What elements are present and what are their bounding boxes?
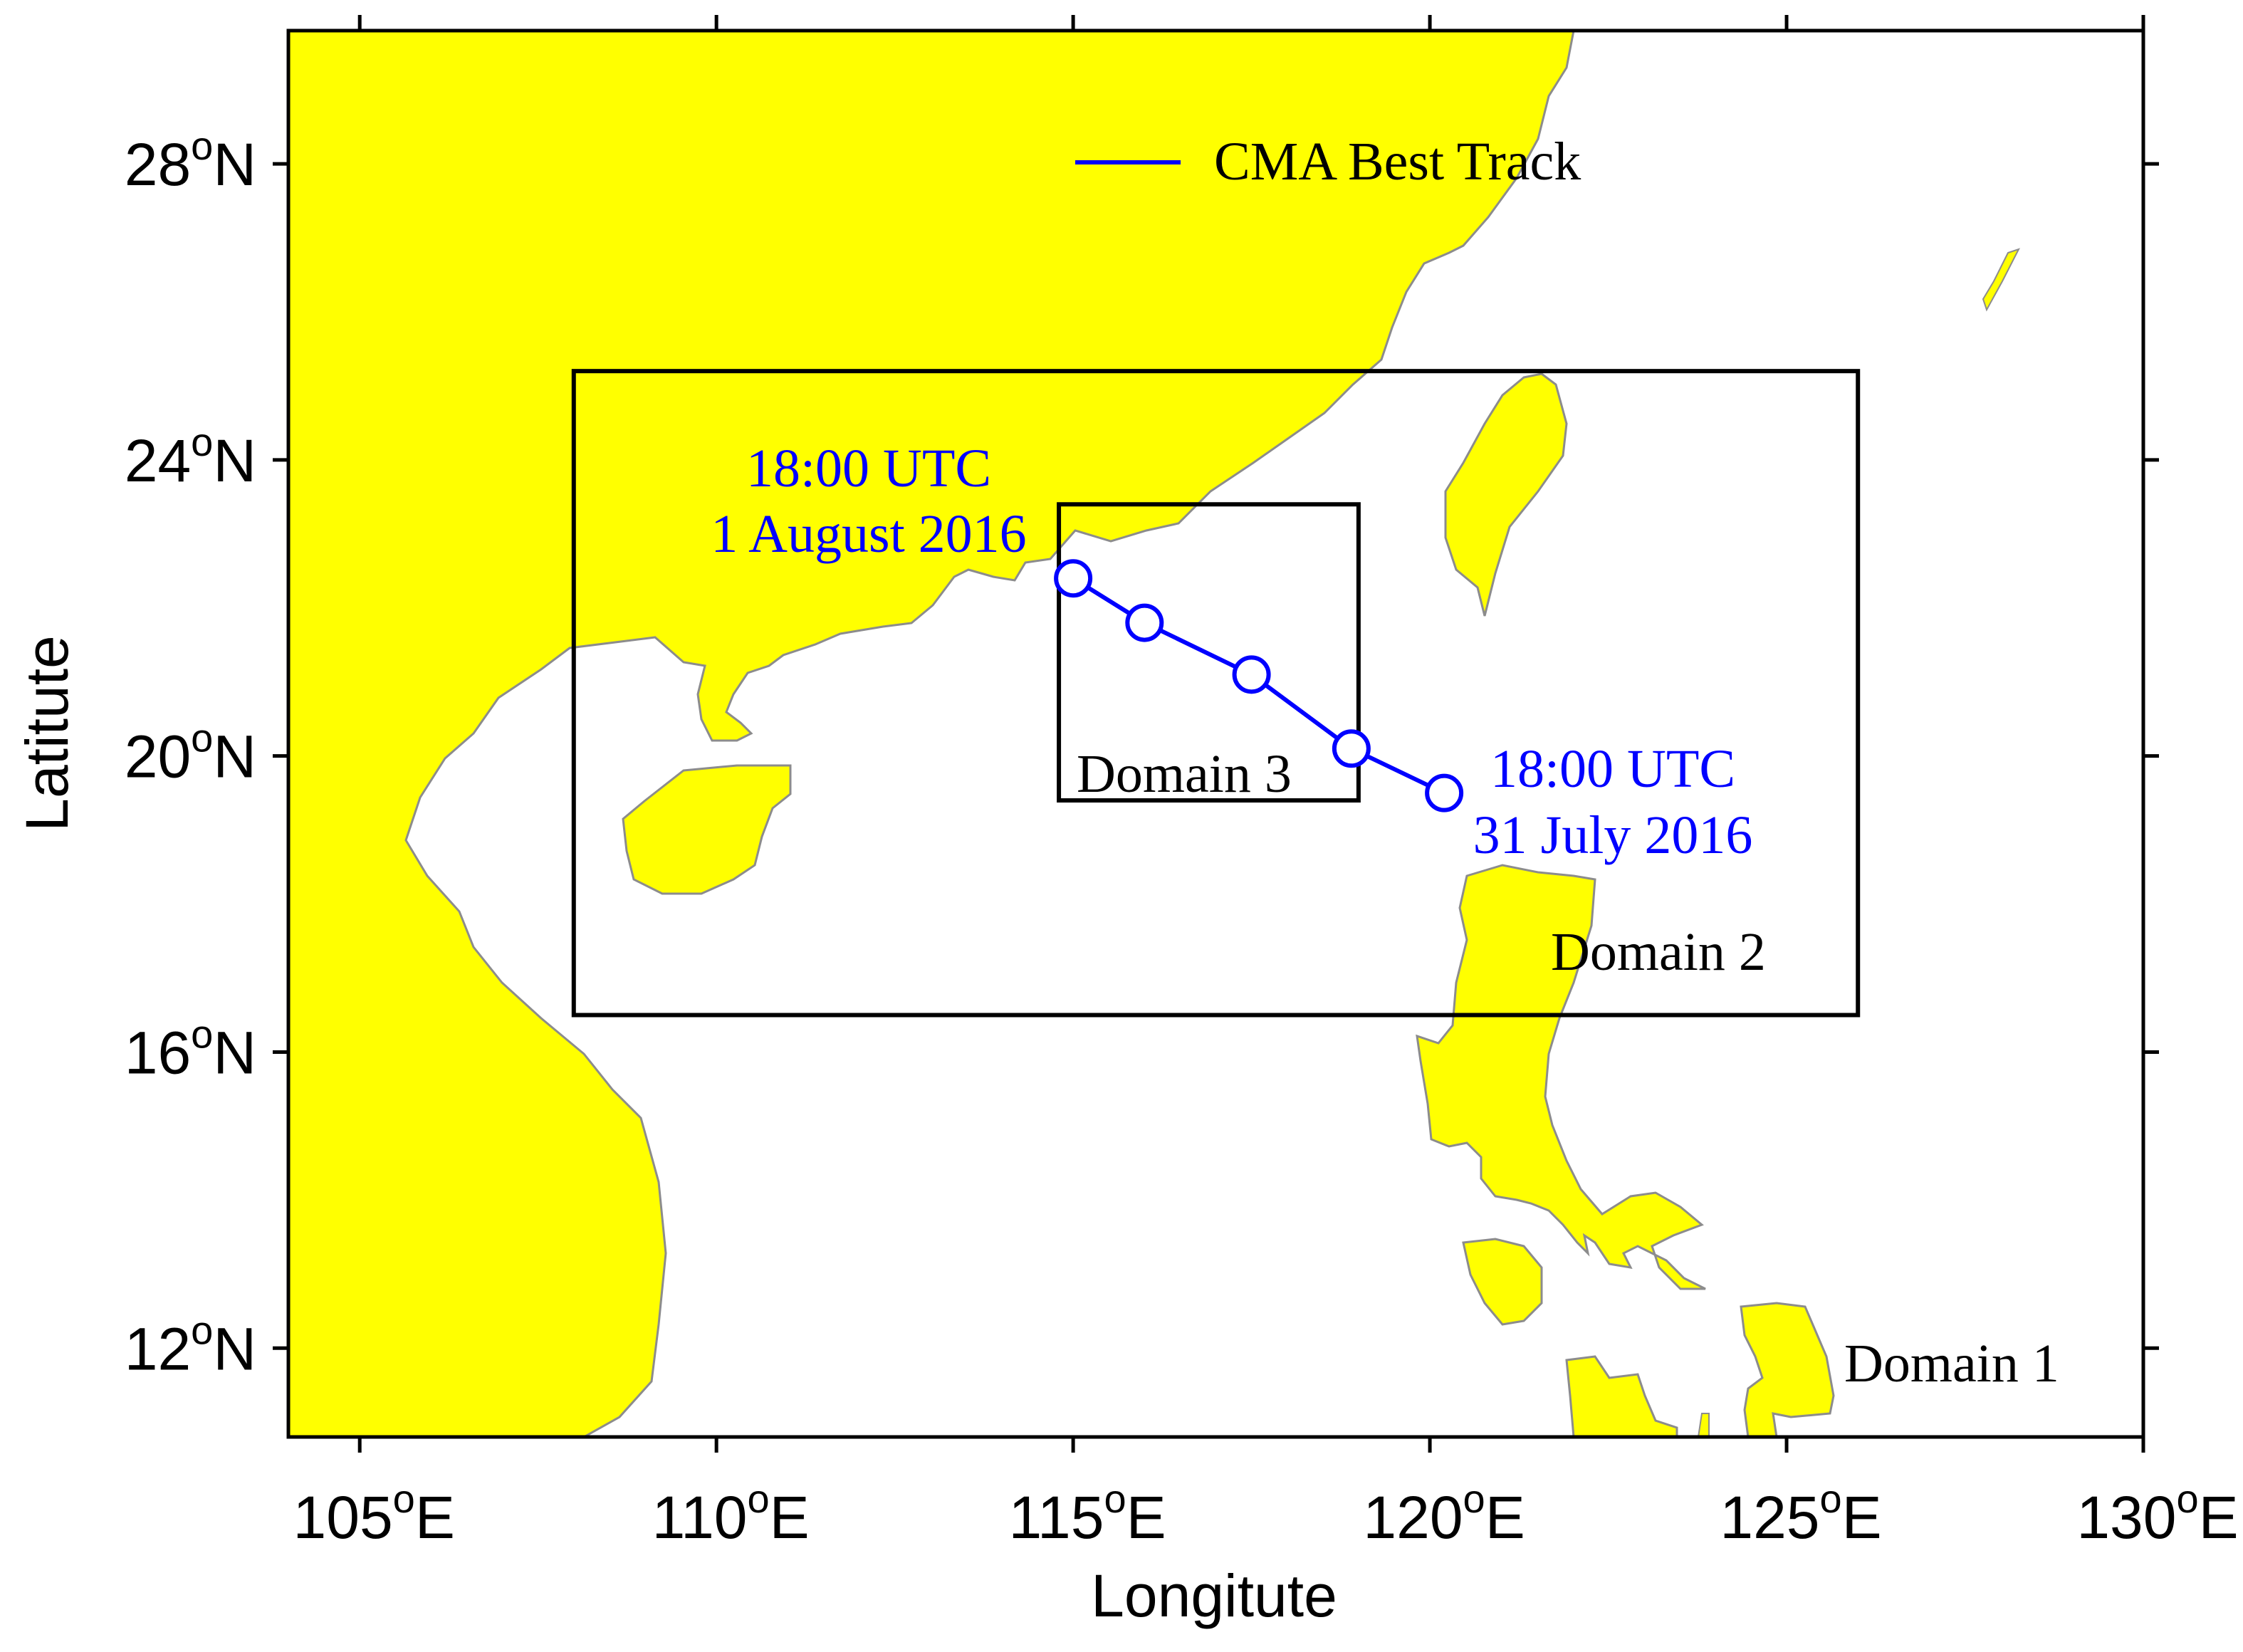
y-tick-label: 28oN xyxy=(125,123,256,198)
plot-frame xyxy=(286,28,2145,1439)
legend-label: CMA Best Track xyxy=(1214,132,1581,192)
landmass-layer xyxy=(288,31,2021,1437)
luzon-island-land xyxy=(1416,864,1706,1290)
y-tick-label: 16oN xyxy=(125,1011,256,1086)
y-tick-label: 12oN xyxy=(125,1307,256,1382)
track-point-marker xyxy=(1125,603,1164,642)
taiwan-island-land xyxy=(1444,372,1568,617)
x-tick-label: 105oE xyxy=(293,1476,455,1551)
track-end-date: 1 August 2016 xyxy=(711,504,1026,564)
y-axis-title: Latitute xyxy=(14,635,80,832)
mainland-asia-land xyxy=(288,31,1575,1437)
domain-2-label: Domain 2 xyxy=(1551,922,1766,982)
track-point-marker xyxy=(1232,655,1271,694)
track-end-annotation: 18:00 UTC 1 August 2016 xyxy=(711,439,1026,564)
domain-2-box xyxy=(571,369,1861,1018)
track-start-date: 31 July 2016 xyxy=(1473,805,1753,865)
visayas-island-land xyxy=(1740,1302,1835,1437)
track-end-time: 18:00 UTC xyxy=(746,439,991,498)
domain-3-label: Domain 3 xyxy=(1077,744,1292,804)
legend: CMA Best Track xyxy=(1075,132,1581,192)
domain-3-box xyxy=(1057,502,1361,803)
x-tick-label: 110oE xyxy=(652,1476,810,1551)
track-start-time: 18:00 UTC xyxy=(1490,739,1735,799)
x-tick-label: 115oE xyxy=(1009,1476,1166,1551)
panay-island-land xyxy=(1565,1355,1678,1437)
ryukyu-islet-land xyxy=(1982,248,2021,312)
negros-islet-land xyxy=(1697,1413,1710,1437)
x-axis-title: Longitute xyxy=(1091,1562,1337,1629)
x-tick-label: 120oE xyxy=(1363,1476,1525,1551)
x-tick-label: 130oE xyxy=(2076,1476,2238,1551)
y-axis-ticks: 28oN 24oN 20oN 16oN 12oN xyxy=(125,123,2159,1382)
y-tick-label: 20oN xyxy=(125,716,256,790)
hainan-island-land xyxy=(622,764,792,895)
typhoon-track xyxy=(1054,559,1464,812)
domain-boxes xyxy=(571,369,1861,1018)
track-start-annotation: 18:00 UTC 31 July 2016 xyxy=(1473,739,1753,865)
x-axis-ticks: 105oE 110oE 115oE 120oE 125oE 130oE xyxy=(293,15,2239,1551)
domain-1-label: Domain 1 xyxy=(1844,1334,2059,1394)
y-tick-label: 24oN xyxy=(125,419,256,494)
x-tick-label: 125oE xyxy=(1720,1476,1881,1551)
track-point-marker xyxy=(1425,773,1464,812)
mindoro-island-land xyxy=(1462,1238,1543,1326)
track-point-marker xyxy=(1054,559,1093,598)
track-point-marker xyxy=(1332,729,1371,768)
